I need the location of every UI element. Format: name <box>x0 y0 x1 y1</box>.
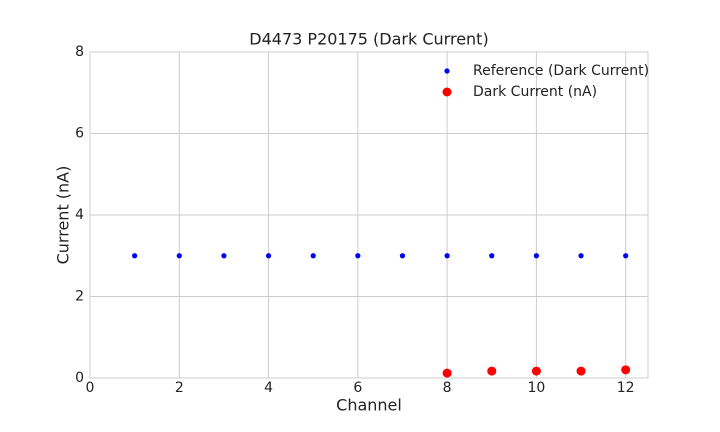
point <box>132 253 138 259</box>
point <box>399 253 406 259</box>
legend-label: Dark Current (nA) <box>473 84 597 100</box>
chart-title: D4473 P20175 (Dark Current) <box>249 30 488 49</box>
point <box>487 366 497 376</box>
y-tick-label: 6 <box>75 126 84 142</box>
x-axis-label: Channel <box>336 396 402 415</box>
point <box>442 368 452 378</box>
point <box>533 253 540 259</box>
point <box>221 253 227 259</box>
y-tick-label: 4 <box>75 207 84 223</box>
point <box>489 253 495 259</box>
y-tick-label: 2 <box>75 289 84 305</box>
x-tick-label: 4 <box>264 380 273 396</box>
y-tick-label: 8 <box>75 44 84 60</box>
legend-label: Reference (Dark Current) <box>473 63 649 79</box>
point <box>355 253 361 259</box>
point <box>176 253 182 259</box>
point <box>621 365 631 375</box>
x-tick-label: 12 <box>617 380 635 396</box>
point <box>444 253 450 259</box>
y-axis-label: Current (nA) <box>54 166 73 265</box>
y-tick-label: 0 <box>75 370 84 386</box>
point <box>531 366 541 376</box>
point <box>623 253 629 259</box>
point <box>576 366 586 376</box>
x-tick-label: 8 <box>443 380 452 396</box>
plot-frame <box>89 51 649 379</box>
point <box>310 253 316 259</box>
point <box>265 253 272 259</box>
legend-marker <box>444 68 450 74</box>
x-tick-label: 6 <box>353 380 362 396</box>
x-tick-label: 0 <box>86 380 95 396</box>
x-tick-label: 10 <box>527 380 545 396</box>
x-tick-label: 2 <box>175 380 184 396</box>
legend-marker <box>442 87 452 97</box>
point <box>578 253 584 259</box>
